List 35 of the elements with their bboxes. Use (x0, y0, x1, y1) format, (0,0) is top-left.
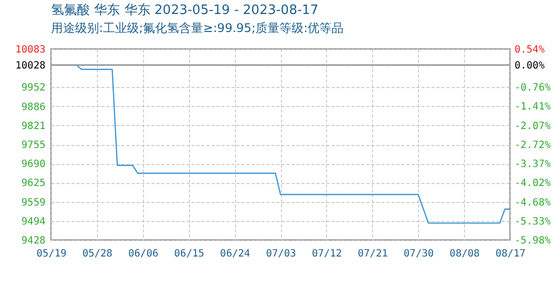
x-tick-label: 08/08 (450, 248, 480, 260)
y-tick-label: 10083 (15, 44, 46, 56)
y2-tick-label: -5.33% (514, 216, 551, 228)
y-tick-label: 9494 (21, 216, 46, 228)
y2-tick-label: 0.54% (514, 44, 545, 56)
y-tick-label: 9625 (21, 178, 46, 190)
y-tick-label: 9690 (21, 159, 46, 170)
x-tick-label: 06/06 (128, 248, 158, 260)
chart-subtitle: 用途级别:工业级;氟化氢含量≥:99.95;质量等级:优等品 (51, 21, 344, 35)
x-tick-label: 06/15 (174, 248, 204, 260)
x-tick-label: 07/30 (404, 248, 434, 260)
chart-title: 氢氟酸 华东 华东 2023-05-19 - 2023-08-17 (51, 3, 318, 18)
y-tick-label: 9559 (21, 197, 46, 208)
x-tick-label: 07/21 (358, 248, 388, 260)
y2-tick-label: -4.68% (514, 197, 551, 208)
x-tick-label: 05/19 (36, 248, 67, 260)
y-tick-label: 9886 (21, 102, 46, 113)
y2-tick-label: -3.37% (514, 159, 551, 170)
x-tick-label: 07/12 (312, 248, 342, 260)
y-tick-label: 9821 (21, 120, 46, 132)
y2-tick-label: -4.02% (514, 178, 551, 190)
x-tick-label: 05/28 (82, 248, 112, 260)
x-tick-label: 06/24 (220, 248, 250, 260)
y2-tick-label: -0.76% (514, 82, 551, 94)
y2-tick-label: -2.07% (514, 120, 551, 132)
y2-tick-label: -2.72% (514, 140, 551, 151)
x-tick-label: 07/03 (266, 248, 296, 260)
y-tick-label: 9952 (21, 82, 46, 94)
y-tick-label: 10028 (15, 60, 46, 72)
y2-tick-label: 0.00% (514, 60, 545, 72)
y-tick-label: 9428 (21, 236, 46, 246)
y2-tick-label: -1.41% (514, 102, 551, 113)
x-tick-label: 08/17 (495, 248, 526, 260)
y-tick-label: 9755 (21, 140, 46, 152)
y2-tick-label: -5.98% (514, 236, 551, 246)
